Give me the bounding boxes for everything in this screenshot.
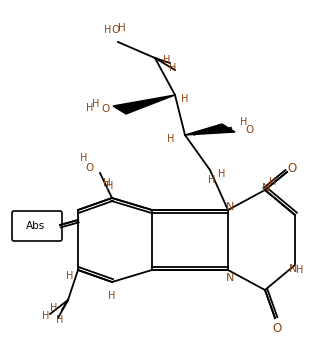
Text: H: H (86, 103, 94, 113)
Text: H: H (181, 94, 189, 104)
Text: H: H (269, 177, 277, 187)
Text: O: O (102, 104, 110, 114)
Text: Abs: Abs (26, 221, 46, 231)
Text: N: N (289, 264, 297, 274)
Text: N: N (226, 273, 234, 283)
Text: O: O (86, 163, 94, 173)
Text: H: H (296, 265, 304, 275)
FancyBboxPatch shape (12, 211, 62, 241)
Text: H: H (108, 291, 116, 301)
Polygon shape (113, 95, 175, 114)
Text: H: H (169, 63, 177, 73)
Text: H: H (103, 178, 111, 188)
Text: H: H (50, 303, 58, 313)
Text: H: H (167, 134, 175, 144)
Text: O: O (272, 322, 282, 335)
Text: H: H (240, 117, 248, 127)
Text: H: H (208, 175, 216, 185)
Text: H: H (104, 25, 112, 35)
Text: N: N (262, 183, 270, 193)
Text: H: H (106, 181, 114, 191)
Text: O: O (246, 125, 254, 135)
Text: H: H (66, 271, 74, 281)
Text: H: H (163, 55, 171, 65)
Text: H: H (80, 153, 88, 163)
Text: H: H (92, 99, 100, 109)
Text: H: H (218, 169, 226, 179)
Text: H: H (56, 315, 64, 325)
Text: O: O (287, 162, 297, 175)
Text: N: N (226, 202, 234, 212)
Text: H: H (118, 23, 126, 33)
Text: H: H (42, 311, 50, 321)
Text: O: O (112, 25, 120, 35)
Polygon shape (185, 124, 235, 135)
